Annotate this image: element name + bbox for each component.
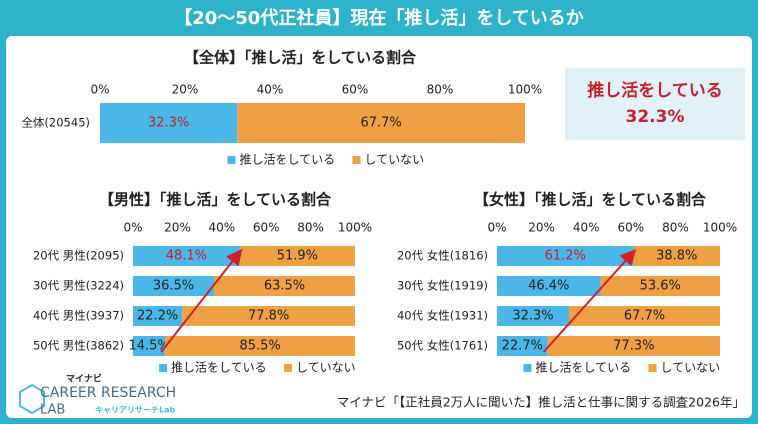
- trend-arrow: [160, 248, 243, 353]
- x-tick-label: 40%: [573, 221, 600, 235]
- value-label: 77.8%: [248, 309, 289, 324]
- legend-label: 推し活をしている: [240, 153, 336, 167]
- bar-segment: [100, 103, 238, 143]
- x-tick-label: 40%: [208, 221, 235, 235]
- value-label: 53.6%: [640, 279, 681, 294]
- legend-swatch: [352, 156, 361, 164]
- bar-segment: [569, 306, 720, 326]
- chart-title: 【女性】「推し活」をしている割合: [474, 191, 707, 209]
- page-title: 【20～50代正社員】現在「推し活」をしているか: [174, 7, 584, 29]
- bar-segment: [237, 103, 525, 143]
- bar-segment: [182, 306, 355, 326]
- x-tick-label: 100%: [703, 221, 737, 235]
- legend-label: 推し活をしている: [171, 361, 267, 375]
- bar-segment: [633, 246, 720, 266]
- chart-title: 【男性】「推し活」をしている割合: [99, 191, 332, 209]
- category-label: 20代 女性(1816): [397, 249, 488, 263]
- logo-name: CAREER RESEARCH: [40, 385, 176, 401]
- value-label: 22.2%: [137, 309, 178, 324]
- value-label: 61.2%: [545, 249, 586, 264]
- x-tick-label: 0%: [90, 83, 109, 97]
- x-tick-label: 0%: [487, 221, 506, 235]
- chart-title: 【全体】「推し活」をしている割合: [184, 49, 417, 67]
- value-label: 67.7%: [360, 116, 401, 131]
- x-tick-label: 60%: [617, 221, 644, 235]
- legend-swatch: [227, 156, 236, 164]
- category-label: 20代 男性(2095): [33, 249, 124, 263]
- x-tick-label: 80%: [662, 221, 689, 235]
- legend-swatch: [159, 364, 167, 372]
- x-tick-label: 0%: [123, 221, 142, 235]
- x-tick-label: 100%: [508, 83, 542, 97]
- value-label: 14.5%: [128, 339, 169, 354]
- category-label: 40代 男性(3937): [33, 309, 124, 323]
- logo-icon: [19, 383, 45, 415]
- x-tick-label: 20%: [172, 83, 199, 97]
- bar-segment: [133, 336, 166, 356]
- bar-segment: [133, 276, 215, 296]
- legend-label: していない: [661, 361, 721, 375]
- x-tick-label: 80%: [427, 83, 454, 97]
- value-label: 67.7%: [624, 309, 665, 324]
- legend-label: していない: [296, 361, 356, 375]
- x-tick-label: 20%: [164, 221, 191, 235]
- bar-segment: [497, 246, 634, 266]
- legend-label: 推し活をしている: [536, 361, 632, 375]
- value-label: 32.3%: [512, 309, 553, 324]
- bar-segment: [497, 276, 601, 296]
- bar-segment: [133, 306, 183, 326]
- value-label: 32.3%: [148, 116, 189, 131]
- bar-segment: [497, 336, 548, 356]
- category-label: 30代 男性(3224): [33, 279, 124, 293]
- category-label: 30代 女性(1919): [397, 279, 488, 293]
- legend-swatch: [523, 364, 532, 372]
- x-tick-label: 100%: [338, 221, 372, 235]
- bar-segment: [133, 246, 240, 266]
- logo-brand: マイナビ: [66, 373, 102, 385]
- legend-label: していない: [365, 153, 425, 167]
- value-label: 48.1%: [166, 249, 207, 264]
- x-tick-label: 80%: [297, 221, 324, 235]
- value-label: 51.9%: [277, 249, 318, 264]
- x-tick-label: 20%: [528, 221, 555, 235]
- bar-segment: [239, 246, 355, 266]
- legend-swatch: [648, 364, 657, 372]
- legend-swatch: [284, 364, 292, 372]
- value-label: 77.3%: [613, 339, 654, 354]
- bar-segment: [165, 336, 355, 356]
- bar-segment: [497, 306, 570, 326]
- logo-lab: LAB: [40, 403, 65, 418]
- bar-segment: [547, 336, 720, 356]
- callout-text: 推し活をしている: [587, 80, 723, 101]
- bar-segment: [600, 276, 720, 296]
- category-label: 50代 男性(3862): [33, 339, 124, 353]
- value-label: 85.5%: [239, 339, 280, 354]
- category-label: 全体(20545): [21, 116, 90, 130]
- x-tick-label: 60%: [253, 221, 280, 235]
- source: マイナビ「【正社員2万人に聞いた】推し活と仕事に関する調査2026年」: [337, 395, 745, 410]
- category-label: 50代 女性(1761): [397, 339, 488, 353]
- logo-sub: キャリアリサーチLab: [95, 406, 175, 415]
- callout-box: [565, 68, 745, 140]
- x-tick-label: 60%: [342, 83, 369, 97]
- bar-segment: [214, 276, 355, 296]
- value-label: 63.5%: [264, 279, 305, 294]
- value-label: 38.8%: [656, 249, 697, 264]
- callout-value: 32.3%: [626, 107, 685, 127]
- value-label: 36.5%: [153, 279, 194, 294]
- value-label: 22.7%: [502, 339, 543, 354]
- value-label: 46.4%: [528, 279, 569, 294]
- category-label: 40代 女性(1931): [397, 309, 488, 323]
- x-tick-label: 40%: [257, 83, 284, 97]
- trend-arrow: [542, 249, 637, 353]
